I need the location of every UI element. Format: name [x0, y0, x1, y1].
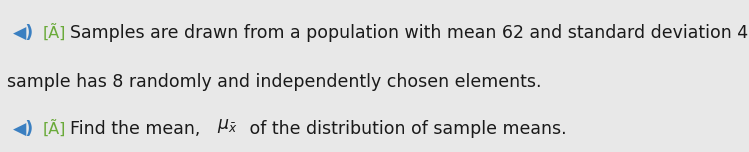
Text: ◀): ◀) [13, 24, 34, 42]
Text: ◀): ◀) [13, 120, 34, 138]
Text: Samples are drawn from a population with mean 62 and standard deviation 4. Each: Samples are drawn from a population with… [70, 24, 749, 42]
Text: [Ã]: [Ã] [43, 120, 66, 137]
Text: of the distribution of sample means.: of the distribution of sample means. [244, 120, 566, 138]
Text: sample has 8 randomly and independently chosen elements.: sample has 8 randomly and independently … [7, 73, 542, 91]
Text: Find the mean,: Find the mean, [70, 120, 206, 138]
Text: $\mu_{\bar{x}}$: $\mu_{\bar{x}}$ [216, 117, 237, 135]
Text: [Ã]: [Ã] [43, 24, 66, 41]
